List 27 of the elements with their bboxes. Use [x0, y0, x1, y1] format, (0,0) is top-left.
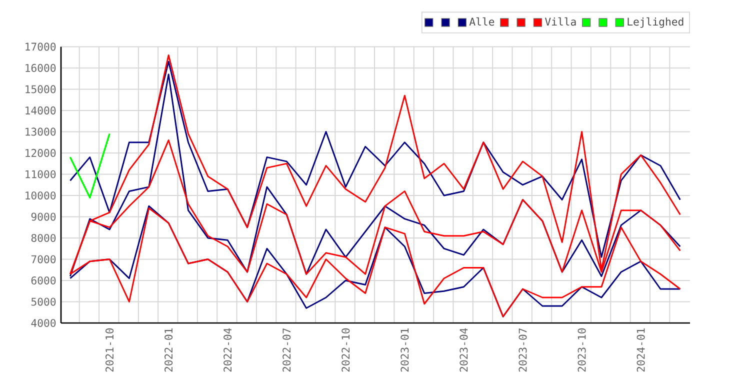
y-tick-label: 4000: [31, 318, 56, 328]
y-tick-label: 17000: [26, 42, 56, 51]
legend-label: Alle: [469, 17, 494, 26]
x-tick-label: 2023-01: [400, 328, 409, 372]
y-tick-label: 9000: [31, 212, 56, 221]
y-tick-label: 5000: [31, 298, 56, 306]
y-tick-label: 8000: [31, 234, 56, 242]
x-tick-label: 2023-10: [578, 328, 586, 372]
y-tick-label: 14000: [26, 106, 56, 114]
x-tick-label: 2021-10: [106, 328, 114, 372]
x-tick-label: 2022-04: [224, 328, 232, 372]
x-tick-label: 2022-01: [164, 328, 173, 372]
x-tick-label: 2023-07: [518, 328, 527, 372]
y-tick-label: 7000: [31, 255, 56, 264]
x-tick-label: 2024-01: [636, 328, 645, 372]
x-tick-label: 2022-10: [342, 328, 350, 372]
y-tick-label: 6000: [31, 276, 56, 285]
y-tick-label: 10000: [26, 191, 56, 200]
x-tick-label: 2023-04: [460, 328, 468, 372]
y-tick-label: 12000: [26, 148, 56, 157]
legend-label: Villa: [544, 17, 576, 26]
x-tick-label: 2022-07: [282, 328, 291, 372]
y-tick-label: 13000: [26, 128, 56, 136]
legend-label: Lejlighed: [628, 17, 684, 28]
y-tick-label: 16000: [26, 64, 56, 72]
y-tick-label: 15000: [26, 85, 56, 94]
y-tick-label: 11000: [26, 170, 56, 178]
